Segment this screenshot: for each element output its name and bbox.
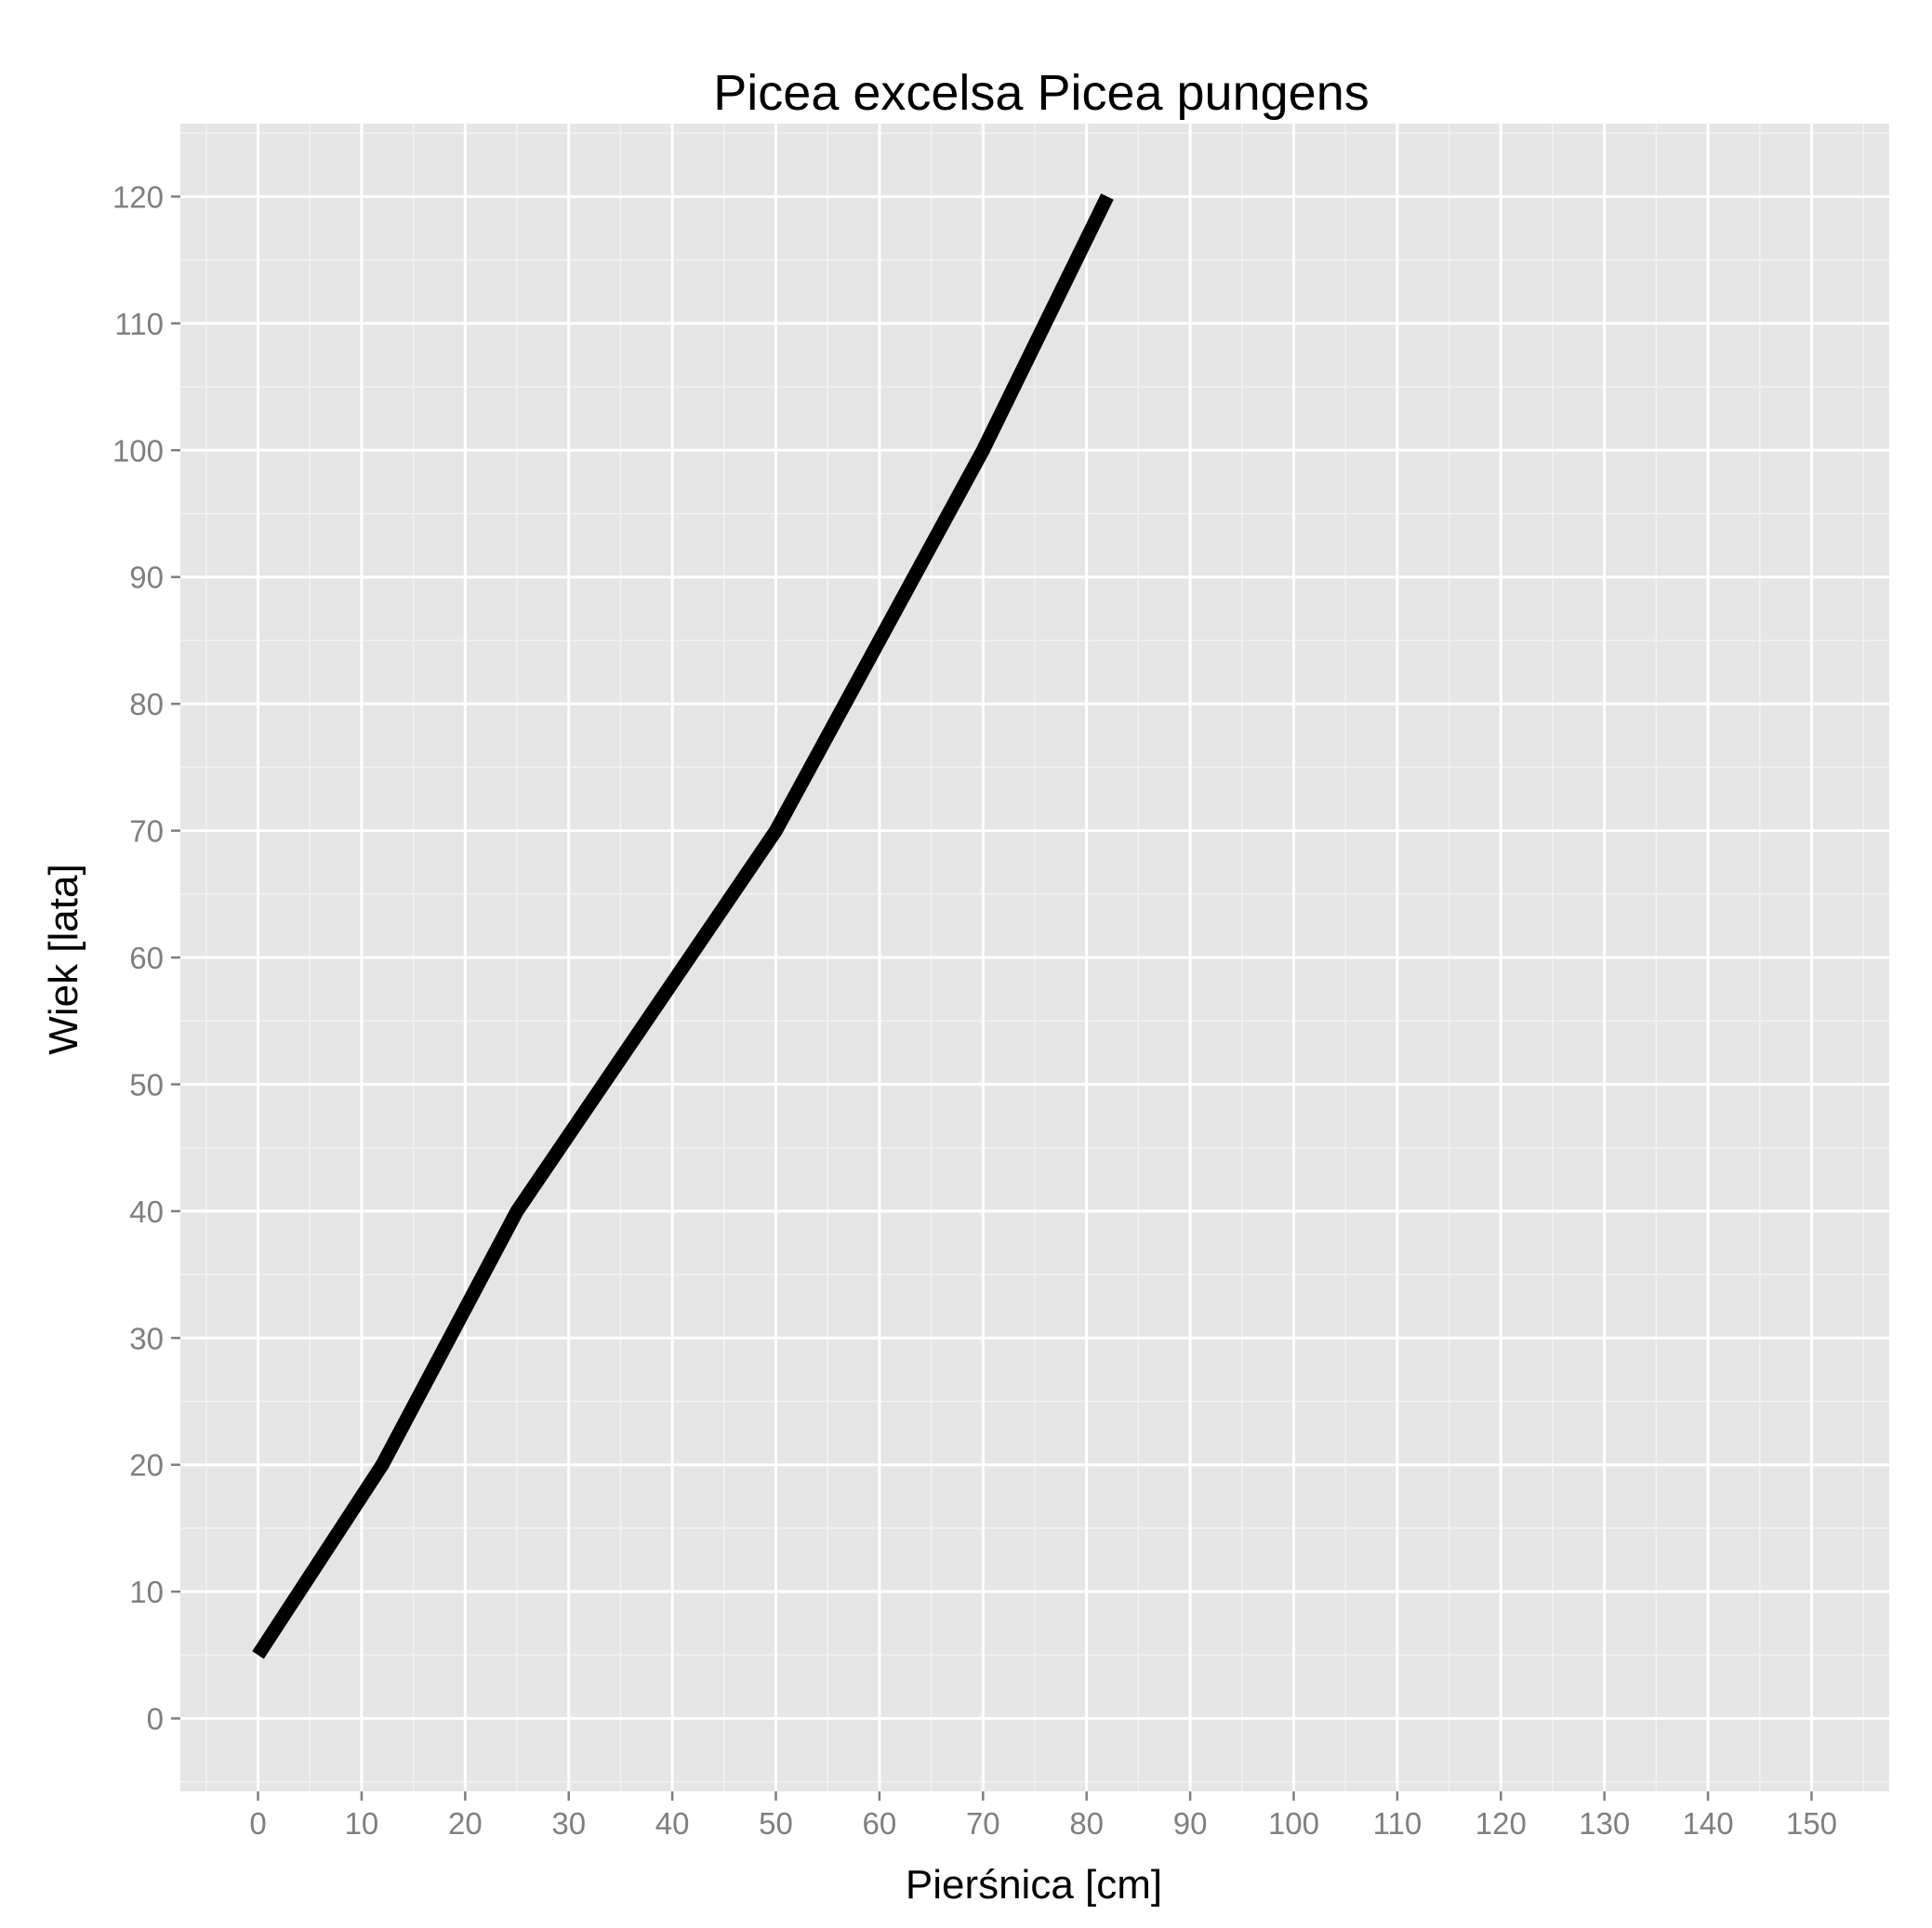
x-axis: 0 10 20 30 40 50 60 70 80 90 100 110 120 130 140 150: [249, 1791, 1837, 1841]
x-tick-label: 150: [1786, 1806, 1837, 1841]
x-tick-label: 110: [1373, 1806, 1423, 1841]
series-layer: [252, 193, 1114, 1659]
x-tick-label: 130: [1579, 1806, 1630, 1841]
x-axis-title: Pierśnica [cm]: [906, 1862, 1162, 1908]
y-tick-label: 120: [112, 179, 164, 214]
y-tick-label: 90: [129, 561, 164, 595]
x-tick-label: 70: [966, 1806, 1000, 1841]
y-tick-label: 100: [112, 433, 164, 468]
x-tick-label: 0: [249, 1806, 266, 1841]
major-gridlines: [180, 124, 1889, 1791]
x-tick-label: 30: [551, 1806, 586, 1841]
x-tick-label: 100: [1268, 1806, 1319, 1841]
y-axis: 0 10 20 30 40 50 60 70 80 90 100 110 120: [112, 179, 180, 1737]
y-axis-title: Wiek [lata]: [41, 864, 86, 1054]
y-tick-label: 30: [129, 1321, 164, 1355]
y-tick-label: 60: [129, 941, 164, 975]
x-tick-label: 140: [1683, 1806, 1734, 1841]
x-tick-label: 90: [1173, 1806, 1208, 1841]
y-tick-label: 10: [129, 1575, 164, 1609]
x-tick-label: 40: [655, 1806, 690, 1841]
y-tick-label: 20: [129, 1448, 164, 1483]
x-tick-label: 10: [345, 1806, 379, 1841]
y-tick-label: 70: [129, 814, 164, 849]
x-tick-label: 50: [759, 1806, 793, 1841]
y-tick-label: 110: [114, 307, 164, 341]
y-tick-label: 0: [147, 1702, 164, 1737]
series-line: [252, 193, 1114, 1659]
x-tick-label: 20: [448, 1806, 483, 1841]
chart-title: Picea excelsa Picea pungens: [713, 65, 1369, 121]
y-tick-label: 80: [129, 687, 164, 721]
y-tick-label: 40: [129, 1195, 164, 1229]
x-tick-label: 60: [863, 1806, 897, 1841]
x-tick-label: 120: [1475, 1806, 1527, 1841]
x-tick-label: 80: [1069, 1806, 1104, 1841]
y-tick-label: 50: [129, 1067, 164, 1102]
